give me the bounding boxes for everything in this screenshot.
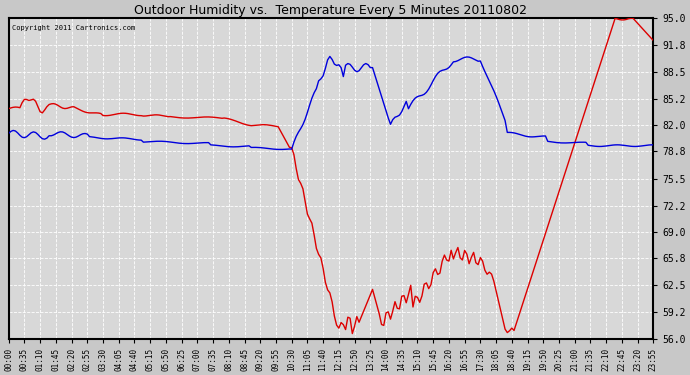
Title: Outdoor Humidity vs.  Temperature Every 5 Minutes 20110802: Outdoor Humidity vs. Temperature Every 5…: [135, 4, 527, 17]
Text: Copyright 2011 Cartronics.com: Copyright 2011 Cartronics.com: [12, 25, 135, 31]
